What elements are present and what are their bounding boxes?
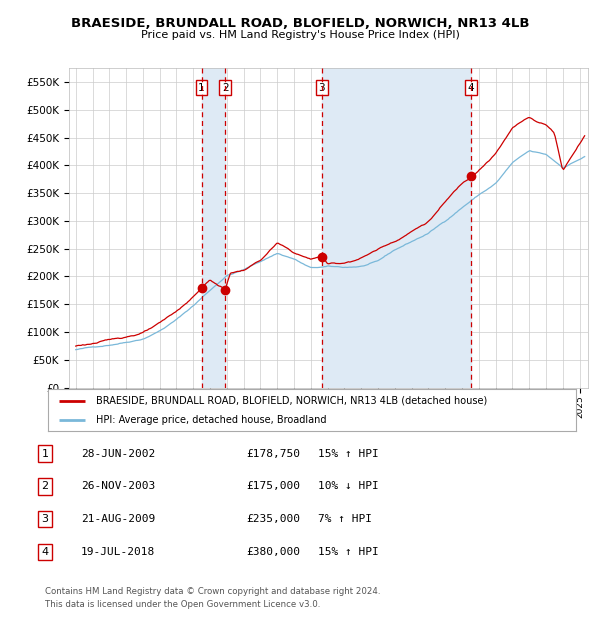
Text: 1: 1: [41, 448, 49, 459]
Text: 21-AUG-2009: 21-AUG-2009: [81, 514, 155, 525]
Text: HPI: Average price, detached house, Broadland: HPI: Average price, detached house, Broa…: [95, 415, 326, 425]
Text: 15% ↑ HPI: 15% ↑ HPI: [318, 448, 379, 459]
Text: 2: 2: [222, 82, 229, 92]
Text: 15% ↑ HPI: 15% ↑ HPI: [318, 547, 379, 557]
Text: 4: 4: [468, 82, 475, 92]
Text: 3: 3: [319, 82, 325, 92]
Text: 28-JUN-2002: 28-JUN-2002: [81, 448, 155, 459]
Text: 19-JUL-2018: 19-JUL-2018: [81, 547, 155, 557]
Text: Contains HM Land Registry data © Crown copyright and database right 2024.: Contains HM Land Registry data © Crown c…: [45, 587, 380, 596]
Text: This data is licensed under the Open Government Licence v3.0.: This data is licensed under the Open Gov…: [45, 600, 320, 609]
Text: 1: 1: [198, 82, 205, 92]
Text: 10% ↓ HPI: 10% ↓ HPI: [318, 481, 379, 492]
Text: 2: 2: [41, 481, 49, 492]
Bar: [322, 68, 471, 388]
Text: BRAESIDE, BRUNDALL ROAD, BLOFIELD, NORWICH, NR13 4LB: BRAESIDE, BRUNDALL ROAD, BLOFIELD, NORWI…: [71, 17, 529, 30]
Text: £175,000: £175,000: [246, 481, 300, 492]
Text: £235,000: £235,000: [246, 514, 300, 525]
Text: Price paid vs. HM Land Registry's House Price Index (HPI): Price paid vs. HM Land Registry's House …: [140, 30, 460, 40]
Text: 3: 3: [41, 514, 49, 525]
Bar: [202, 68, 225, 388]
Text: 26-NOV-2003: 26-NOV-2003: [81, 481, 155, 492]
Text: £380,000: £380,000: [246, 547, 300, 557]
Text: 7% ↑ HPI: 7% ↑ HPI: [318, 514, 372, 525]
Text: £178,750: £178,750: [246, 448, 300, 459]
Text: BRAESIDE, BRUNDALL ROAD, BLOFIELD, NORWICH, NR13 4LB (detached house): BRAESIDE, BRUNDALL ROAD, BLOFIELD, NORWI…: [95, 396, 487, 405]
Text: 4: 4: [41, 547, 49, 557]
